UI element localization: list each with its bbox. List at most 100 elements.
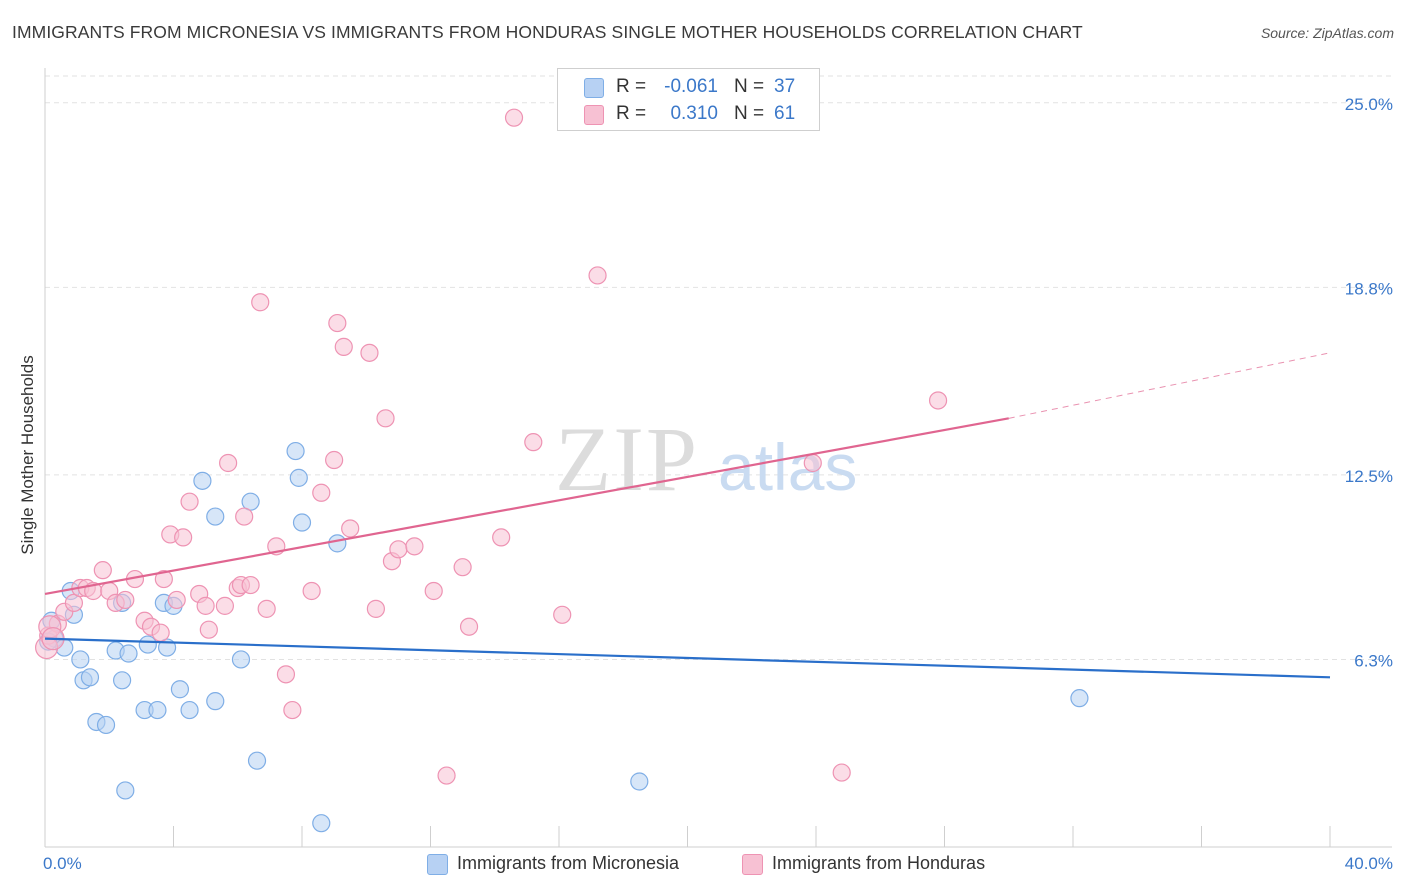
honduras-trend-line [44, 417, 1009, 596]
micronesia-trend-line [44, 637, 1331, 679]
micronesia-point [630, 772, 649, 791]
micronesia-swatch [584, 78, 604, 98]
honduras-point [405, 537, 424, 556]
honduras-point [196, 596, 215, 615]
honduras-point [235, 507, 254, 526]
micronesia-point [138, 635, 157, 654]
honduras-point [154, 569, 173, 589]
n-value-micronesia: 37 [774, 76, 796, 97]
honduras-point [312, 483, 331, 502]
r-label: R = [616, 76, 647, 97]
honduras-swatch [584, 105, 604, 125]
stats-box: R = -0.061 N = 37 R = 0.310 N = 61 [557, 68, 820, 131]
micronesia-point [71, 650, 90, 669]
legend-label-micronesia: Immigrants from Micronesia [457, 853, 680, 873]
micronesia-point [112, 671, 132, 690]
honduras-point [219, 453, 238, 473]
honduras-point [93, 561, 112, 580]
watermark: ZIP atlas [555, 408, 857, 510]
n-label: N = [734, 76, 765, 97]
micronesia-point [180, 700, 199, 720]
n-value-honduras: 61 [774, 103, 796, 124]
honduras-point [199, 620, 218, 639]
honduras-point [167, 590, 186, 610]
honduras-point [328, 313, 347, 333]
y-tick-label: 6.3% [1354, 651, 1393, 670]
micronesia-point [292, 513, 312, 532]
honduras-point [504, 108, 524, 127]
honduras-point [276, 665, 296, 684]
legend: Immigrants from Micronesia Immigrants fr… [0, 851, 1406, 879]
micronesia-point [206, 507, 225, 526]
micronesia-point [116, 781, 135, 800]
x-tick-label: 0.0% [43, 854, 82, 873]
stats-row-honduras: R = 0.310 N = 61 [558, 100, 819, 128]
honduras-point [116, 590, 135, 610]
legend-label-honduras: Immigrants from Honduras [772, 853, 986, 873]
honduras-point [251, 293, 270, 312]
y-tick-label: 12.5% [1345, 467, 1393, 486]
honduras-point [283, 700, 302, 720]
honduras-point [151, 623, 170, 642]
honduras-point [453, 558, 472, 577]
honduras-point [334, 337, 353, 356]
micronesia-point [247, 751, 267, 770]
honduras-point [341, 519, 360, 538]
honduras-point [928, 391, 948, 410]
micronesia-point [119, 644, 138, 663]
points-layer [35, 108, 1089, 833]
honduras-point [832, 763, 851, 782]
grid-layer [45, 75, 1392, 660]
y-tick-label: 18.8% [1345, 279, 1393, 298]
micronesia-point [286, 441, 305, 461]
legend-swatch-micronesia [427, 854, 448, 875]
honduras-point [389, 540, 408, 559]
honduras-point [803, 453, 822, 473]
tick-labels-layer: 6.3% 12.5% 18.8% 25.0% 0.0% 40.0% [43, 95, 1393, 873]
n-label: N = [734, 103, 765, 124]
micronesia-point [289, 468, 308, 487]
honduras-point [376, 409, 395, 428]
honduras-point [257, 599, 276, 618]
honduras-point [366, 599, 385, 618]
honduras-trend-extension [1008, 352, 1331, 419]
micronesia-point [80, 668, 100, 687]
stats-row-micronesia: R = -0.061 N = 37 [558, 73, 819, 101]
honduras-point [302, 581, 321, 601]
honduras-point [174, 528, 193, 547]
honduras-point [215, 596, 234, 615]
honduras-point [553, 605, 572, 624]
honduras-point [241, 575, 260, 595]
honduras-point [524, 433, 543, 452]
honduras-point [360, 343, 379, 362]
honduras-point [437, 766, 456, 785]
watermark-zip: ZIP [555, 408, 699, 510]
micronesia-point [170, 680, 190, 699]
r-value-honduras: 0.310 [670, 103, 718, 124]
chart-title: IMMIGRANTS FROM MICRONESIA VS IMMIGRANTS… [12, 22, 1083, 42]
micronesia-point [193, 471, 212, 490]
r-value-micronesia: -0.061 [664, 76, 718, 97]
x-tick-label: 40.0% [1345, 854, 1393, 873]
legend-swatch-honduras [742, 854, 763, 875]
r-label: R = [616, 103, 647, 124]
honduras-point [424, 581, 443, 601]
source-credit: Source: ZipAtlas.com [1260, 25, 1394, 41]
y-axis-label: Single Mother Households [18, 355, 37, 555]
honduras-point [459, 617, 479, 636]
trend-layer [44, 352, 1331, 679]
honduras-point [180, 492, 199, 511]
axis-layer [44, 68, 1392, 848]
honduras-point [588, 266, 607, 285]
y-tick-label: 25.0% [1345, 95, 1393, 114]
micronesia-point [1070, 689, 1089, 708]
micronesia-point [328, 534, 347, 553]
micronesia-point [148, 700, 167, 720]
micronesia-point [206, 692, 225, 711]
micronesia-point [231, 650, 251, 669]
micronesia-point [96, 715, 116, 735]
micronesia-point [312, 814, 331, 833]
honduras-point [325, 450, 344, 470]
honduras-point [492, 528, 511, 547]
